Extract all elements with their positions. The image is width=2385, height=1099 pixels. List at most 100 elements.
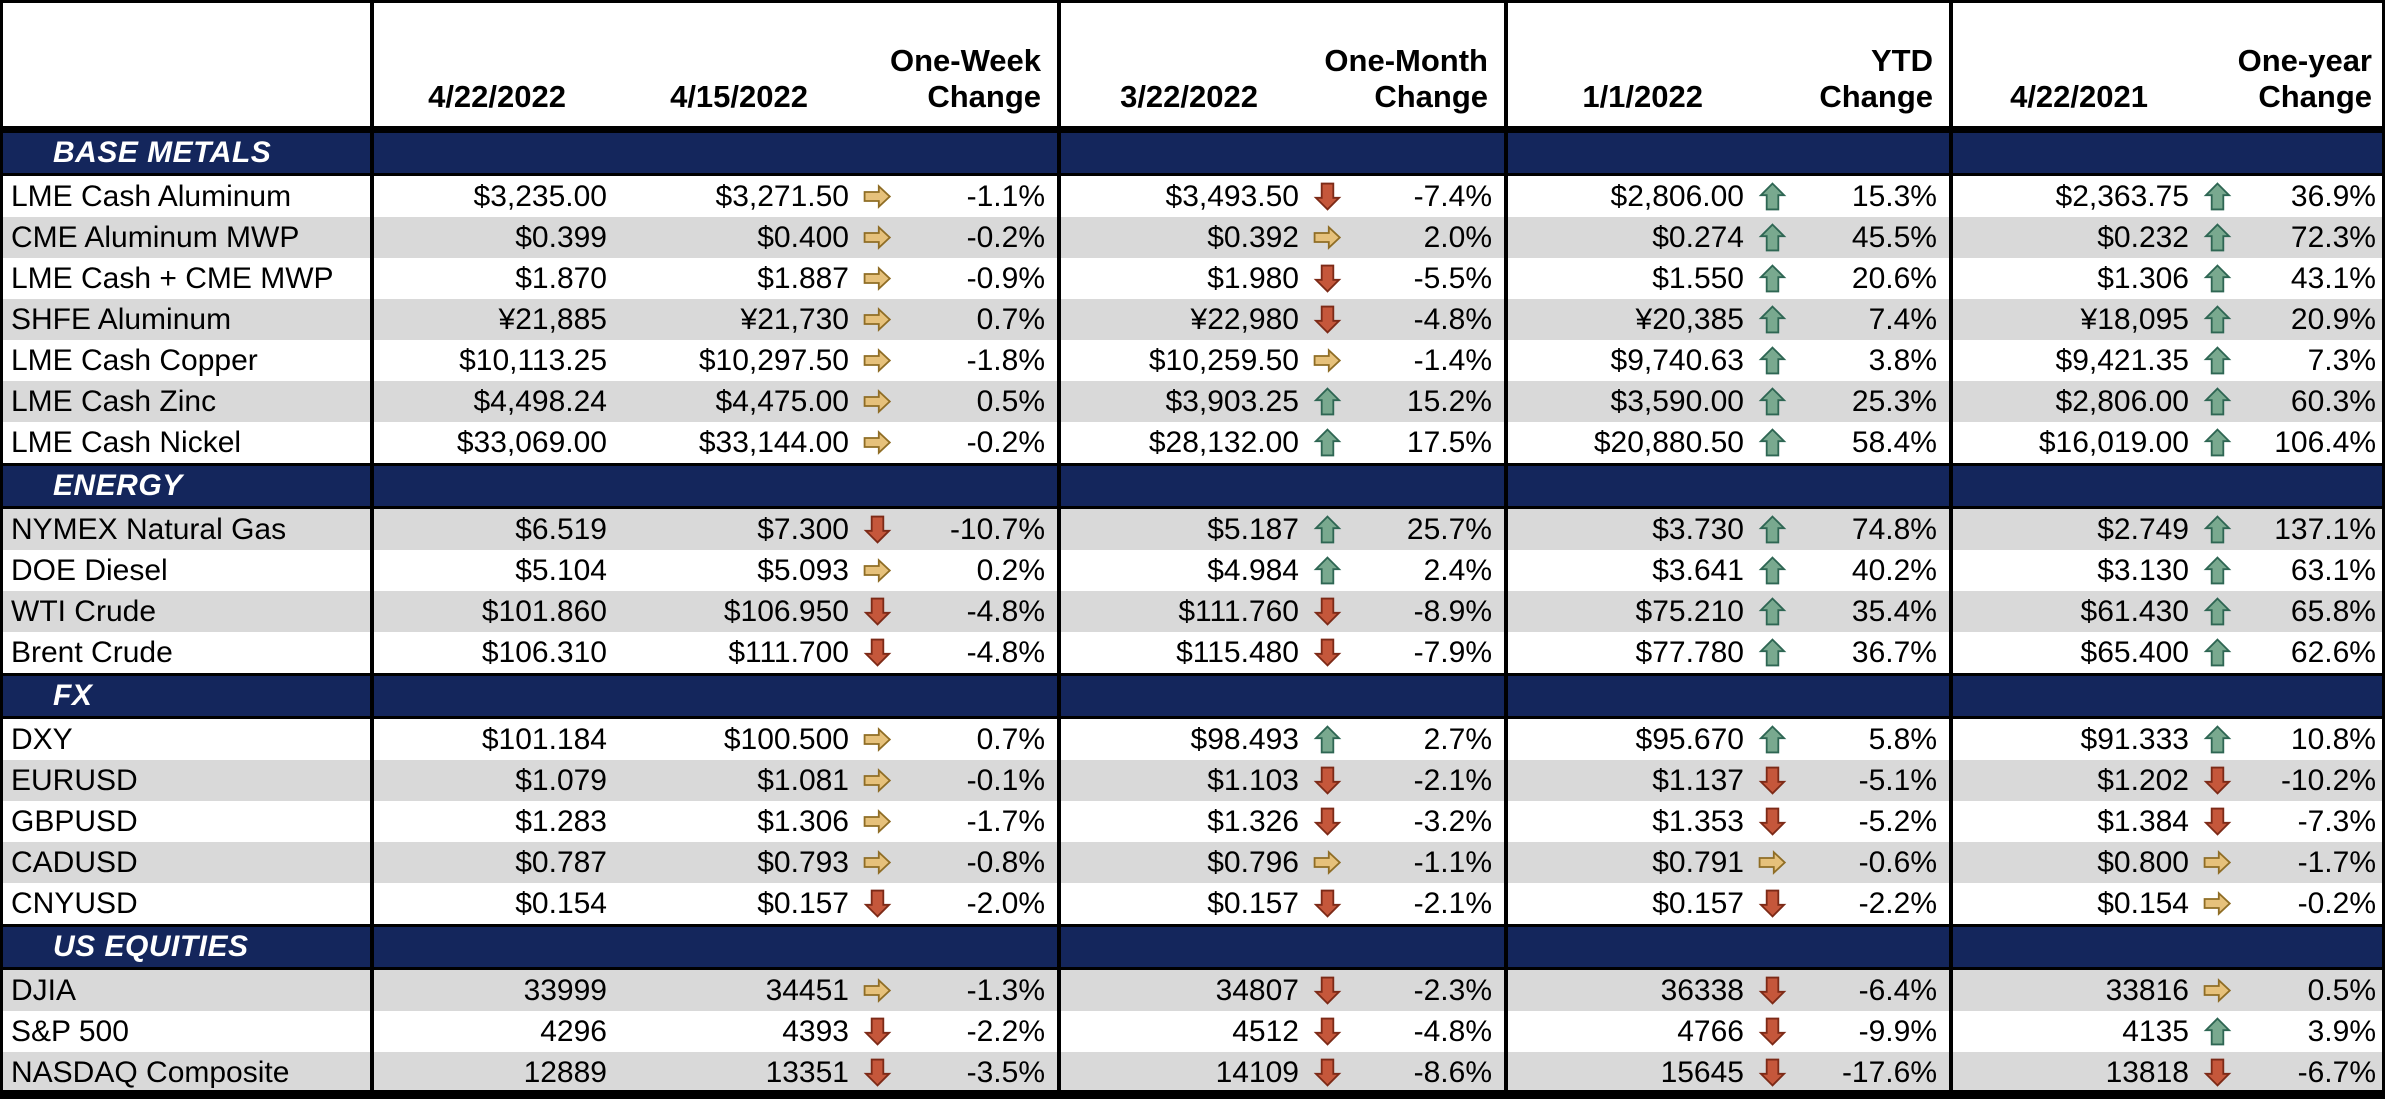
- section-bar-segment: [1061, 133, 1308, 173]
- section-bar-segment: [1308, 927, 1508, 967]
- up-arrow-icon: [2203, 387, 2232, 416]
- change-cell: 7.4%: [1753, 299, 1953, 340]
- change-cell: -6.4%: [1753, 970, 1953, 1011]
- down-arrow-icon: [863, 889, 892, 918]
- change-percent: -17.6%: [1841, 1055, 1937, 1089]
- section-header-row: ENERGY: [3, 463, 2382, 509]
- down-arrow-icon: [1313, 766, 1342, 795]
- change-cell: -2.3%: [1308, 970, 1508, 1011]
- change-cell: 43.1%: [2198, 258, 2382, 299]
- value-cell: $1.326: [1207, 804, 1299, 838]
- change-cell: 35.4%: [1753, 591, 1953, 632]
- down-arrow-icon: [2203, 807, 2232, 836]
- change-percent: 0.5%: [2307, 973, 2376, 1007]
- row-label: EURUSD: [3, 760, 374, 801]
- section-bar-segment: [1953, 133, 2198, 173]
- change-cell: -5.2%: [1753, 801, 1953, 842]
- right-arrow-icon: [863, 850, 892, 875]
- change-cell: -17.6%: [1753, 1052, 1953, 1090]
- value-cell: $98.493: [1190, 722, 1299, 756]
- up-arrow-icon: [1313, 387, 1342, 416]
- change-cell: -2.1%: [1308, 883, 1508, 924]
- value-cell: $101.860: [481, 594, 607, 628]
- date-column-header: 3/22/2022: [1120, 78, 1258, 114]
- up-arrow-icon: [1313, 556, 1342, 585]
- value-cell: 13818: [2105, 1055, 2189, 1089]
- right-arrow-icon: [1313, 348, 1342, 373]
- down-arrow-icon: [863, 1017, 892, 1046]
- change-cell: 25.7%: [1308, 509, 1508, 550]
- change-percent: 137.1%: [2274, 512, 2376, 546]
- change-cell: -1.1%: [1308, 842, 1508, 883]
- value-cell: $33,069.00: [456, 425, 607, 459]
- change-percent: -1.7%: [966, 804, 1045, 838]
- section-bar-segment: [858, 466, 1061, 506]
- value-cell: $0.392: [1207, 220, 1299, 254]
- down-arrow-icon: [1758, 1017, 1787, 1046]
- change-cell: 2.7%: [1308, 719, 1508, 760]
- section-bar-segment: [374, 466, 616, 506]
- change-cell: 65.8%: [2198, 591, 2382, 632]
- change-percent: 35.4%: [1851, 594, 1937, 628]
- row-label: CADUSD: [3, 842, 374, 883]
- value-cell: 4135: [2122, 1014, 2189, 1048]
- value-cell: $100.500: [723, 722, 849, 756]
- change-cell: 106.4%: [2198, 422, 2382, 463]
- change-percent: -5.2%: [1858, 804, 1937, 838]
- data-row: CADUSD $0.787 $0.793 -0.8% $0.796 -1.1% $0.791…: [3, 842, 2382, 883]
- down-arrow-icon: [1313, 182, 1342, 211]
- data-row: LME Cash + CME MWP $1.870 $1.887 -0.9% $1.98…: [3, 258, 2382, 299]
- value-cell: $0.399: [515, 220, 607, 254]
- value-cell: 15645: [1660, 1055, 1744, 1089]
- down-arrow-icon: [2203, 1058, 2232, 1087]
- change-cell: -0.2%: [858, 217, 1061, 258]
- down-arrow-icon: [1313, 1017, 1342, 1046]
- row-label: LME Cash Nickel: [3, 422, 374, 463]
- value-cell: $3.730: [1652, 512, 1744, 546]
- change-cell: -1.1%: [858, 176, 1061, 217]
- value-cell: $0.787: [515, 845, 607, 879]
- section-bar-segment: [2198, 133, 2382, 173]
- value-cell: $3,493.50: [1165, 179, 1299, 213]
- change-cell: 17.5%: [1308, 422, 1508, 463]
- up-arrow-icon: [1758, 223, 1787, 252]
- row-label: LME Cash Aluminum: [3, 176, 374, 217]
- change-percent: -4.8%: [966, 594, 1045, 628]
- down-arrow-icon: [1313, 264, 1342, 293]
- change-cell: 0.5%: [858, 381, 1061, 422]
- value-cell: $77.780: [1635, 635, 1744, 669]
- change-percent: -1.7%: [2297, 845, 2376, 879]
- table-body: BASE METALS LME Cash Aluminum $3,235.00 $3,…: [3, 130, 2382, 1090]
- up-arrow-icon: [2203, 1017, 2232, 1046]
- change-cell: -10.2%: [2198, 760, 2382, 801]
- change-cell: -0.6%: [1753, 842, 1953, 883]
- right-arrow-icon: [863, 430, 892, 455]
- right-arrow-icon: [863, 768, 892, 793]
- up-arrow-icon: [2203, 346, 2232, 375]
- value-cell: $1.353: [1652, 804, 1744, 838]
- change-percent: -6.7%: [2297, 1055, 2376, 1089]
- up-arrow-icon: [1758, 305, 1787, 334]
- row-label: CNYUSD: [3, 883, 374, 924]
- change-percent: -0.1%: [966, 763, 1045, 797]
- value-cell: $106.950: [723, 594, 849, 628]
- value-cell: $10,259.50: [1148, 343, 1299, 377]
- data-row: LME Cash Nickel $33,069.00 $33,144.00 -0.2%…: [3, 422, 2382, 463]
- row-label: CME Aluminum MWP: [3, 217, 374, 258]
- right-arrow-icon: [863, 978, 892, 1003]
- change-cell: 20.9%: [2198, 299, 2382, 340]
- change-percent: -2.0%: [966, 886, 1045, 920]
- date-column-header: 4/22/2021: [2010, 78, 2148, 114]
- up-arrow-icon: [1313, 428, 1342, 457]
- change-cell: 15.3%: [1753, 176, 1953, 217]
- value-cell: $10,297.50: [698, 343, 849, 377]
- change-percent: 106.4%: [2274, 425, 2376, 459]
- value-cell: $65.400: [2080, 635, 2189, 669]
- section-bar-segment: [1508, 133, 1753, 173]
- section-bar-segment: [1308, 133, 1508, 173]
- section-bar-segment: [1753, 466, 1953, 506]
- value-cell: $1.283: [515, 804, 607, 838]
- down-arrow-icon: [1758, 1058, 1787, 1087]
- change-percent: 20.6%: [1851, 261, 1937, 295]
- section-title: US EQUITIES: [3, 927, 374, 967]
